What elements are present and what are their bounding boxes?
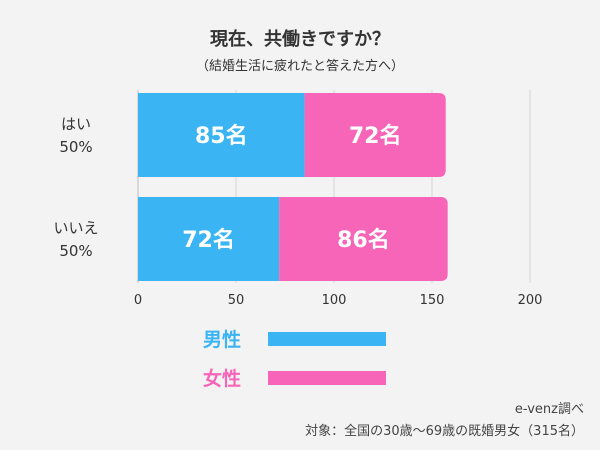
data-label-1-series-2: 72名 [349,123,402,149]
category-percent-1: 50% [59,138,92,156]
chart-title: 現在、共働きですか？ [210,28,390,50]
bar-1-series-2 [304,93,446,177]
chart-subtitle: （結婚生活に疲れたと答えた方へ） [196,58,404,74]
legend-label-1: 男性 [203,328,241,351]
category-label-1: はい [61,115,91,133]
category-label-2: いいえ [53,219,98,237]
legend-swatch-2 [268,371,386,385]
x-tick-label-50: 50 [228,293,245,308]
bars: 85名 72名 72名 86名 [138,93,448,281]
x-tick-label-200: 200 [518,293,543,308]
legend-label-2: 女性 [203,367,241,390]
x-tick-label-100: 100 [322,293,347,308]
bar-1-series-1 [138,93,305,177]
category-percent-2: 50% [59,242,92,260]
survey-note: 対象：全国の30歳〜69歳の既婚男女（315名） [305,424,584,439]
x-tick-label-0: 0 [134,293,142,308]
legend-swatch-1 [268,332,386,346]
data-label-1-series-1: 85名 [195,123,248,149]
category-labels: はい 50% いいえ 50% [53,115,98,260]
source-credit: e-venz調べ [514,402,584,417]
bar-2-series-2 [279,197,448,281]
bar-2-series-1 [138,197,280,281]
x-tick-label-150: 150 [420,293,445,308]
data-label-2-series-2: 86名 [337,227,390,253]
data-label-2-series-1: 72名 [182,227,235,253]
x-axis-ticks: 0 50 100 150 200 [134,293,543,308]
